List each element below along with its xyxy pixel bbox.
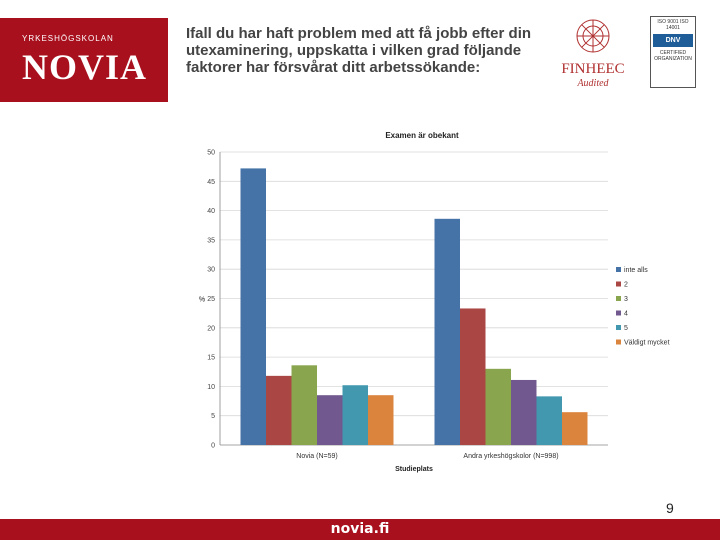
y-tick-label: 10 <box>207 384 215 391</box>
bar-andra-series-4 <box>511 379 537 445</box>
legend-label: 5 <box>624 325 628 332</box>
legend-swatch <box>616 325 621 330</box>
bar-novia-series-2 <box>266 375 292 445</box>
bar-andra-series-5 <box>536 396 562 445</box>
bar-andra-series-1 <box>434 218 460 445</box>
novia-logo: YRKESHÖGSKOLAN NOVIA <box>0 18 168 102</box>
footer-bar: novia.fi <box>0 519 720 540</box>
legend-swatch <box>616 339 621 345</box>
x-tick-label: Novia (N=59) <box>296 453 337 460</box>
legend-swatch <box>616 296 621 301</box>
bar-novia-series-3 <box>291 365 317 445</box>
y-tick-label: 40 <box>207 208 215 215</box>
bar-andra-series-2 <box>460 308 486 445</box>
footer-text[interactable]: novia.fi <box>330 521 390 537</box>
question-title: Ifall du har haft problem med att få job… <box>186 25 532 76</box>
finheec-sub: Audited <box>577 78 609 89</box>
y-tick-label: 50 <box>207 150 215 157</box>
bar-novia-series-1 <box>240 168 266 445</box>
bar-novia-series-6 <box>368 395 394 445</box>
y-tick-label: 20 <box>207 325 215 332</box>
bar-andra-series-3 <box>485 368 511 445</box>
y-tick-label: 35 <box>207 237 215 244</box>
chart-title: Examen är obekant <box>385 131 459 140</box>
legend-swatch <box>616 267 621 272</box>
legend-label: 2 <box>624 282 628 289</box>
dnv-bot-text: CERTIFIED ORGANIZATION <box>654 50 692 62</box>
legend-swatch <box>616 310 621 316</box>
bar-chart: Examen är obekant05101520253035404550%No… <box>199 131 670 473</box>
y-tick-label: 0 <box>211 443 215 450</box>
y-tick-label: 25 <box>207 296 215 303</box>
finheec-title: FINHEEC <box>561 61 625 77</box>
y-tick-label: 5 <box>211 413 215 420</box>
logo-school-text: YRKESHÖGSKOLAN <box>22 34 114 43</box>
y-tick-label: 15 <box>207 355 215 362</box>
page-number: 9 <box>666 500 674 516</box>
legend-label: 3 <box>624 296 628 303</box>
dnv-mid-text: DNV <box>653 34 693 47</box>
y-axis-label: % <box>199 297 205 304</box>
y-tick-label: 30 <box>207 267 215 274</box>
bar-novia-series-4 <box>317 395 343 445</box>
chart-frame: Examen är obekant 0 5 10 15 20 25 30 35 40 45 50% No… <box>190 122 678 486</box>
finheec-logo: FINHEEC Audited <box>556 16 630 90</box>
bar-novia-series-5 <box>342 385 368 445</box>
x-tick-label: Andra yrkeshögskolor (N=998) <box>463 453 558 460</box>
legend-label: 4 <box>624 311 628 318</box>
legend-label: inte alls <box>624 267 648 274</box>
dnv-certification-badge: ISO 9001 ISO 14001 DNV CERTIFIED ORGANIZ… <box>650 16 696 88</box>
logo-name-text: NOVIA <box>22 47 148 87</box>
y-tick-label: 45 <box>207 179 215 186</box>
legend-label: Väldigt mycket <box>624 340 670 347</box>
x-axis-label: Studieplats <box>395 466 433 473</box>
finheec-emblem-icon <box>576 19 610 53</box>
bar-andra-series-6 <box>562 412 588 445</box>
legend-swatch <box>616 281 621 287</box>
dnv-top-text: ISO 9001 ISO 14001 <box>657 19 689 31</box>
